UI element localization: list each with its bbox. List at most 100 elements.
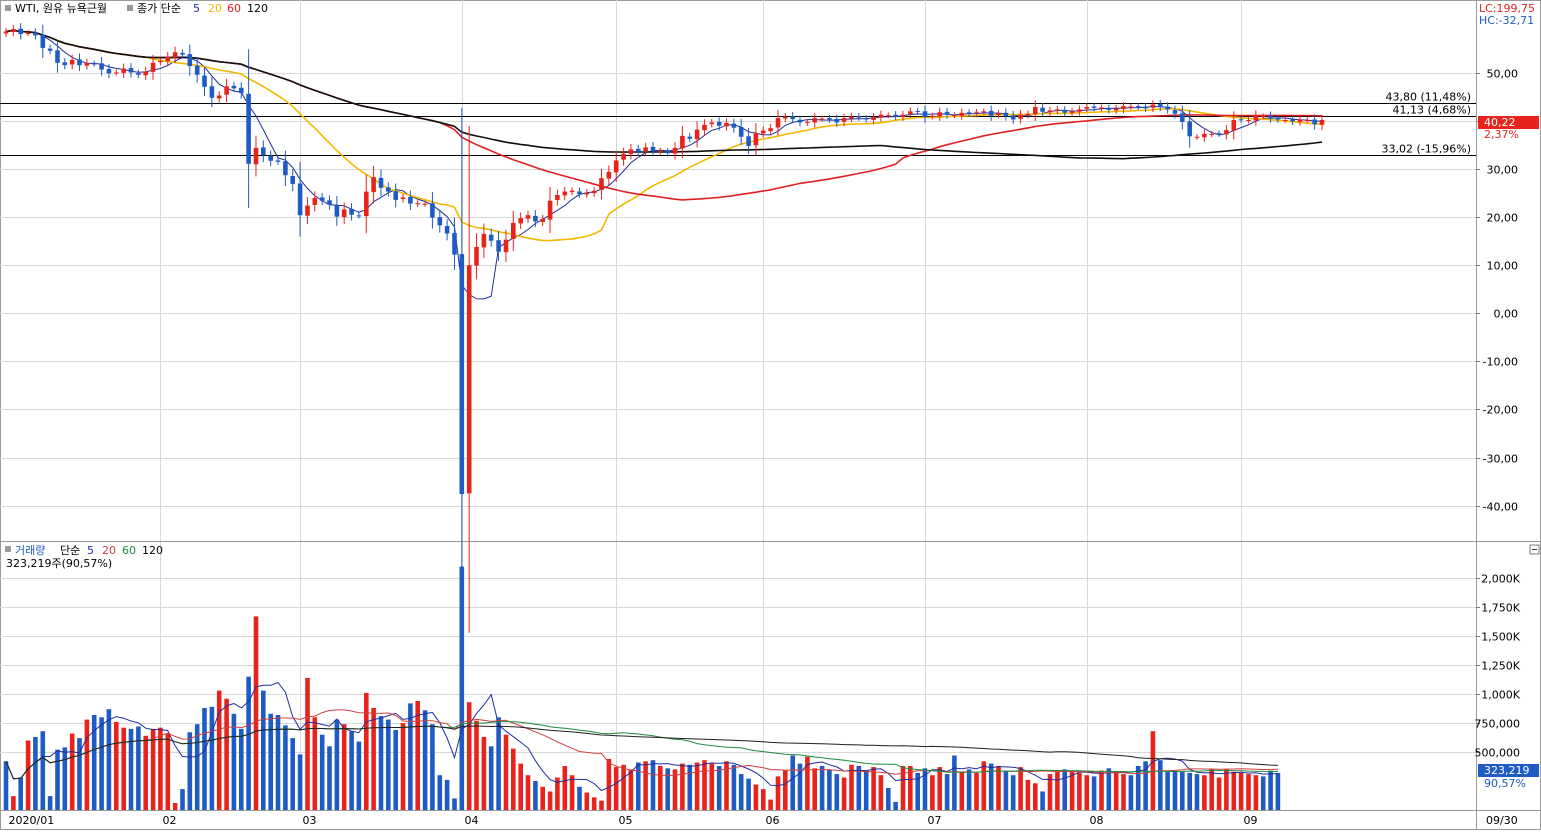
volume-bar [665,768,670,810]
candle-body [136,73,141,75]
candle-body [488,234,494,241]
candle-body [172,52,178,58]
volume-bar [106,709,112,810]
volume-bar [1135,766,1141,810]
last-price-value: 40,22 [1484,116,1516,129]
candle-body [319,197,325,201]
volume-bar [1180,771,1185,811]
candle-body [1158,104,1163,107]
candle-body [77,59,82,66]
x-axis-tick-label: 08 [1090,814,1104,827]
candle-body [334,205,340,217]
volume-bar [150,728,156,810]
candle-body [731,123,737,128]
candle-body [709,122,715,125]
volume-bar [658,766,663,810]
candle-body [312,197,318,205]
volume-bar [239,728,244,810]
volume-bar [555,777,560,810]
volume-bar [99,717,104,810]
volume-bar [1275,772,1281,810]
candle-body [496,240,501,252]
volume-bar [827,769,832,810]
candle-body [1062,110,1067,113]
candle-body [1260,116,1266,118]
volume-bar [1246,774,1251,810]
candle-body [562,191,568,196]
candle-body [1091,106,1097,108]
volume-bar [400,723,406,810]
candle-body [452,233,457,255]
volume-bar [599,800,604,810]
volume-bar [761,789,766,810]
candle-body [672,147,678,154]
volume-bar [430,724,435,810]
candle-body [812,118,817,123]
volume-bar [768,799,773,810]
volume-axis-label: 1,250K [1481,660,1520,673]
volume-bar [790,755,795,810]
candle-body [430,203,435,218]
volume-bar [694,762,700,810]
candle-body [665,151,670,154]
candle-body [62,62,68,66]
candle-body [1003,112,1009,117]
candle-body [378,177,384,188]
candle-body [937,112,942,117]
candle-body [996,113,1001,115]
candle-body [253,147,259,165]
candle-body [694,129,700,140]
reference-hline-label: 41,13 (4,68%) [1392,104,1471,117]
candle-body [1268,115,1273,119]
candle-body [981,111,987,113]
candle-body [1025,113,1031,116]
volume-bar [488,746,494,811]
candle-body [202,75,207,87]
volume-axis-label: 1,000K [1481,689,1520,702]
candle-body [1128,106,1134,108]
volume-bar [69,733,75,810]
volume-bar [393,730,398,810]
ma-menu-icon[interactable] [127,5,133,11]
volume-bar [312,717,318,810]
volume-bar [1268,770,1273,810]
volume-bar [444,779,450,810]
volume-panel-menu-icon[interactable] [5,546,11,552]
volume-bar [77,738,82,810]
candle-body [84,62,90,66]
price-axis-label: -10,00 [1483,356,1518,369]
price-panel-menu-icon[interactable] [5,5,11,11]
volume-bar [1077,772,1082,810]
volume-bar [930,775,935,810]
volume-bar [172,803,178,810]
candle-body [1121,106,1126,109]
volume-bar [908,766,913,810]
volume-bar [797,763,803,810]
candle-body [216,95,222,99]
candle-body [371,177,376,193]
candle-body [761,130,766,134]
volume-bar [1033,783,1038,810]
axis-label-layer: 2020/01020304050607080950,0040,0030,0020… [9,68,1521,828]
volume-axis-label: 2,000K [1481,573,1520,586]
volume-bar [224,698,229,810]
lc-label: LC:199,75 [1479,2,1535,15]
volume-bar [231,713,237,810]
volume-bar [275,715,281,810]
volume-bar [1253,775,1259,810]
volume-bar [863,770,869,810]
volume-bar [11,796,16,810]
volume-bar [996,766,1001,810]
volume-axis-label: 1,500K [1481,631,1520,644]
volume-bar [246,676,251,810]
volume-bar [216,690,222,810]
candle-body [922,111,928,118]
candle-body [716,121,722,126]
candle-body [753,133,759,146]
candlestick-layer [3,23,1325,641]
volume-bar [268,713,273,810]
candle-body [871,117,876,120]
horizontal-lines-layer: 43,80 (11,48%)41,13 (4,68%) 33,02 (-15,96… [0,91,1476,156]
volume-bar [834,774,840,810]
price-axis-label: 0,00 [1494,308,1519,321]
